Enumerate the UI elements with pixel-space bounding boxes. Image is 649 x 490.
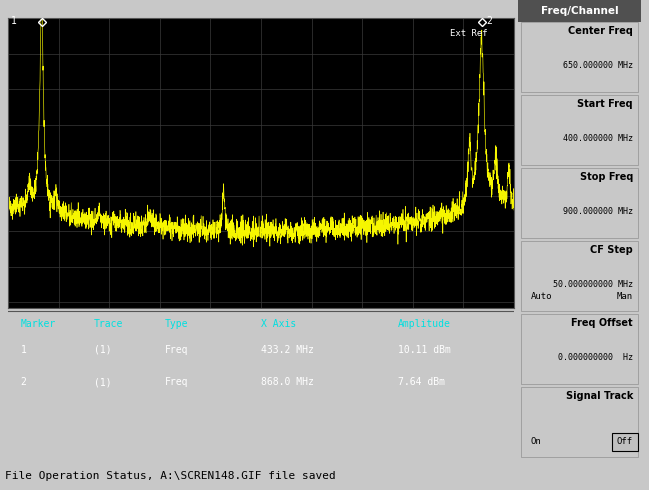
FancyBboxPatch shape [521,95,638,165]
Text: Ext Ref: Ext Ref [450,29,488,39]
Text: 50.000000000 MHz: 50.000000000 MHz [553,280,633,289]
Text: Off: Off [617,438,633,446]
Text: Man: Man [617,292,633,300]
Text: (1): (1) [94,345,112,355]
Text: Auto: Auto [531,292,552,300]
Text: On: On [531,438,542,446]
FancyBboxPatch shape [521,387,638,457]
Text: (1): (1) [94,377,112,387]
Text: 0.000000000  Hz: 0.000000000 Hz [558,353,633,362]
Text: File Operation Status, A:\SCREN148.GIF file saved: File Operation Status, A:\SCREN148.GIF f… [5,471,336,481]
Text: Center Freq: Center Freq [568,25,633,36]
Text: 1: 1 [21,345,27,355]
FancyBboxPatch shape [521,168,638,238]
FancyBboxPatch shape [521,241,638,311]
Text: Marker: Marker [21,319,56,329]
Text: 650.000000 MHz: 650.000000 MHz [563,61,633,70]
FancyBboxPatch shape [521,22,638,92]
Text: 900.000000 MHz: 900.000000 MHz [563,207,633,216]
Text: Start Freq: Start Freq [578,98,633,109]
Text: Stop Freq: Stop Freq [580,172,633,182]
Text: 10.11 dBm: 10.11 dBm [398,345,450,355]
Text: X Axis: X Axis [261,319,296,329]
Text: Amplitude: Amplitude [398,319,450,329]
Text: Freq: Freq [165,377,188,387]
Text: Signal Track: Signal Track [566,391,633,401]
Text: Freq/Channel: Freq/Channel [541,6,618,16]
Text: 868.0 MHz: 868.0 MHz [261,377,314,387]
FancyBboxPatch shape [518,0,641,22]
Text: 1: 1 [11,16,17,25]
Text: 2: 2 [21,377,27,387]
Text: CF Step: CF Step [590,245,633,255]
Text: Freq: Freq [165,345,188,355]
Text: 2: 2 [487,16,493,25]
Text: 433.2 MHz: 433.2 MHz [261,345,314,355]
Text: Type: Type [165,319,188,329]
Text: Trace: Trace [94,319,123,329]
Text: Freq Offset: Freq Offset [571,318,633,328]
FancyBboxPatch shape [521,314,638,384]
Text: 7.64 dBm: 7.64 dBm [398,377,445,387]
Text: 400.000000 MHz: 400.000000 MHz [563,134,633,143]
